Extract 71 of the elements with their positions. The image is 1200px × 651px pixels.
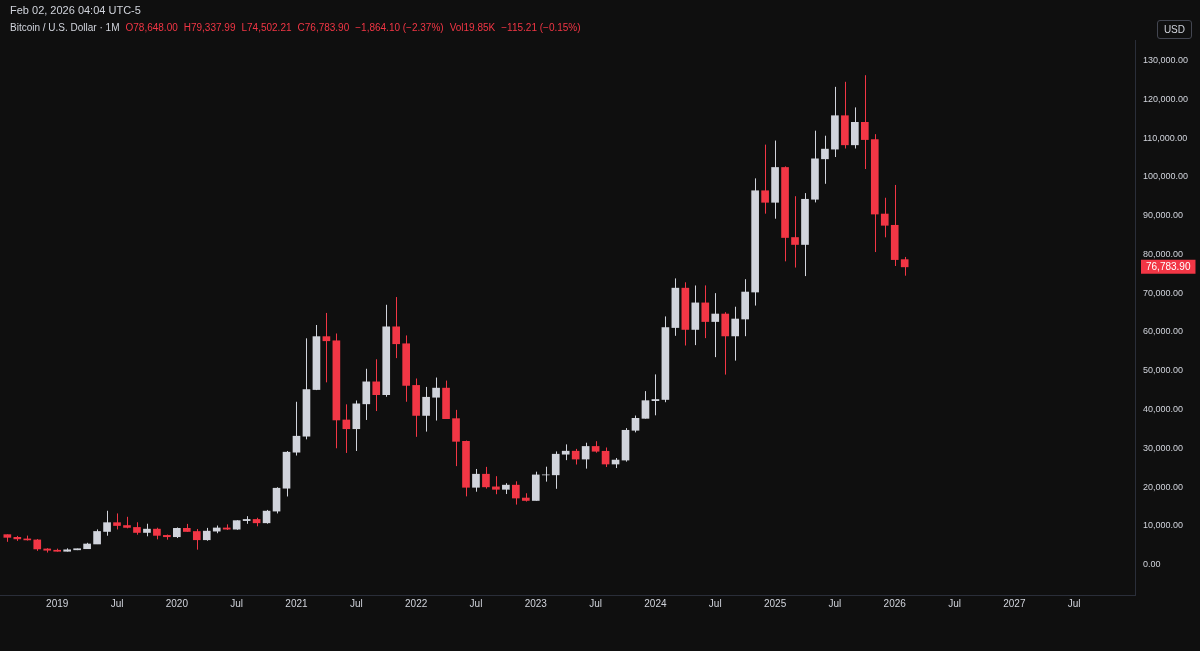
y-tick-label: 60,000.00 [1143,326,1184,337]
y-tick-label: 100,000.00 [1143,171,1189,182]
candlestick [551,450,560,490]
x-tick-label: Jul [349,597,363,609]
candlestick [791,195,799,269]
x-tick-label: 2021 [285,597,309,609]
x-tick-label: 2023 [524,597,548,609]
y-tick-label: 10,000.00 [1143,520,1184,531]
candlestick [721,311,730,376]
candlestick [192,528,201,551]
candlestick [641,390,650,420]
x-tick-label: Jul [708,597,722,609]
y-tick-label: 130,000.00 [1143,54,1189,65]
x-tick-label: 2027 [1003,597,1026,609]
candlestick [512,480,520,506]
candlestick [103,510,111,537]
candlestick [851,106,859,150]
x-tick-label: Jul [110,597,124,609]
y-tick-label: 30,000.00 [1143,442,1184,453]
text: 76,783.90 [1146,260,1191,272]
candlestick [701,284,710,339]
y-tick-label: 110,000.00 [1143,132,1188,143]
text: −1,864.10 (−2.37%) [355,22,444,33]
candlestick [761,144,769,215]
candlestick [711,292,720,358]
text: −115.21 (−0.15%) [501,22,581,33]
x-tick-label: 2024 [644,597,667,609]
y-tick-label: 50,000.00 [1143,365,1184,376]
x-tick-label: 2026 [883,597,907,609]
y-tick-label: 0.00 [1143,559,1161,570]
candlestick [322,312,331,383]
y-tick-label: 80,000.00 [1143,248,1184,259]
candlestick [292,401,301,457]
candlestick [731,306,740,362]
candlestick [482,466,490,490]
candlestick [651,373,660,416]
x-tick-label: 2025 [763,597,787,609]
x-tick-label: 2019 [46,597,69,609]
candlestick [472,468,480,493]
y-tick-label: 120,000.00 [1143,93,1189,104]
text: L74,502.21 [241,22,292,33]
x-tick-label: Jul [469,597,483,609]
text: Vol19.85K [449,22,496,33]
candlestick [422,386,430,433]
x-tick-label: Jul [1067,597,1081,609]
candlestick [492,475,500,495]
x-tick-label: 2020 [165,597,189,609]
y-tick-label: 90,000.00 [1143,210,1184,221]
candlestick [880,197,889,238]
text: USD [1156,20,1192,39]
candlestick [372,358,381,412]
candlestick [900,256,909,277]
text: Feb 02, 2026 04:04 UTC-5 [10,4,141,16]
x-tick-label: Jul [828,597,842,609]
candlestick [392,296,401,359]
y-tick-label: 40,000.00 [1143,403,1184,414]
y-tick-label: 20,000.00 [1143,481,1184,492]
candlestick [821,135,829,185]
text: Bitcoin / U.S. Dollar · 1M [10,22,120,33]
candlestick [452,409,460,467]
text: C76,783.90 [297,22,350,33]
candlestick [432,377,440,422]
text: O78,648.00 [125,22,178,33]
candlestick [362,368,371,421]
x-tick-label: Jul [589,597,603,609]
x-tick-label: 2022 [405,597,428,609]
x-tick-label: Jul [948,597,961,609]
y-tick-label: 70,000.00 [1143,287,1184,298]
text: H79,337.99 [183,22,236,33]
x-tick-label: Jul [230,597,244,609]
candlestick [860,74,869,170]
